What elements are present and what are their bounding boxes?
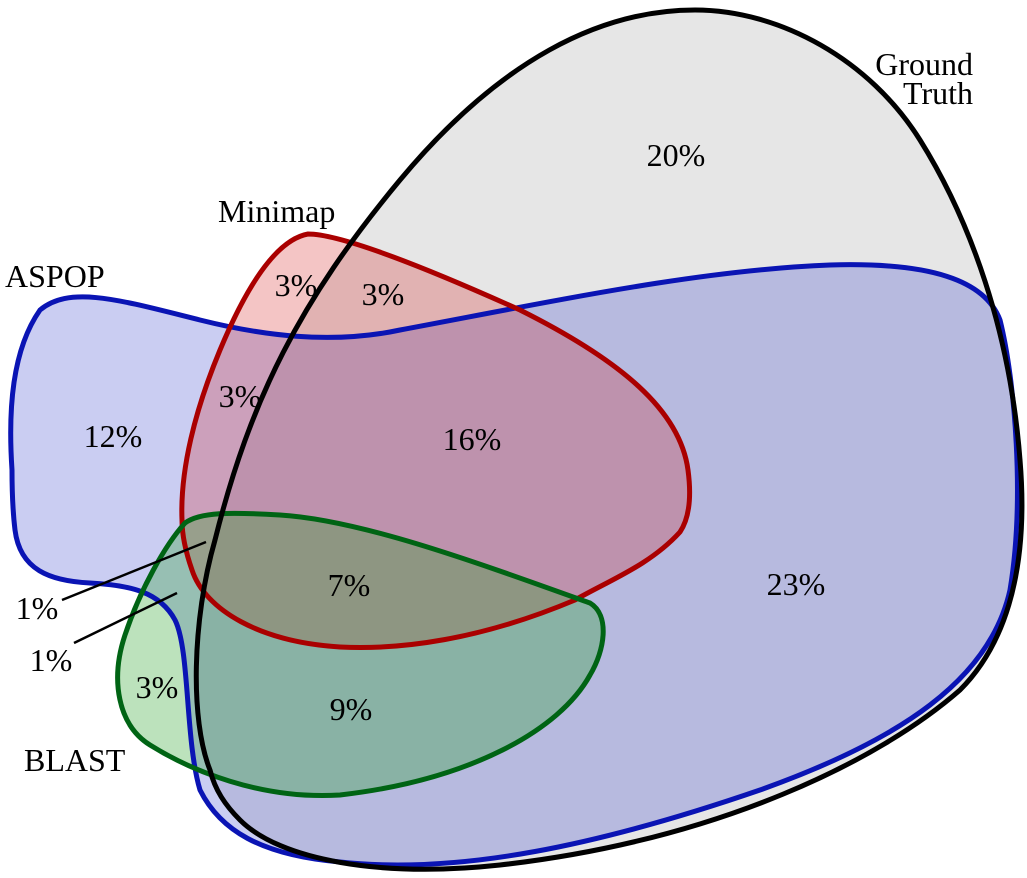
ground-truth-label-line2: Truth <box>903 75 973 111</box>
region-all-four: 7% <box>328 567 371 603</box>
ground-truth-label-line1: Ground <box>875 46 973 82</box>
region-minimap-only: 3% <box>275 267 318 303</box>
minimap-label: Minimap <box>218 193 335 229</box>
region-blast-only: 3% <box>136 669 179 705</box>
region-aspop-minimap: 3% <box>219 378 262 414</box>
blast-label: BLAST <box>24 742 126 778</box>
region-aspop-only: 12% <box>84 418 143 454</box>
region-ground-truth-only: 20% <box>647 137 706 173</box>
leader-line-2 <box>73 591 178 645</box>
leader-line-1 <box>61 540 207 602</box>
region-aspop-ground-truth: 23% <box>767 566 826 602</box>
region-aspop-blast-ground-truth: 9% <box>330 691 373 727</box>
region-aspop-minimap-ground-truth: 16% <box>443 421 502 457</box>
aspop-label: ASPOP <box>5 258 105 294</box>
region-aspop-blast-minimap: 1% <box>16 590 59 626</box>
region-aspop-blast: 1% <box>30 642 73 678</box>
region-minimap-ground-truth: 3% <box>362 276 405 312</box>
